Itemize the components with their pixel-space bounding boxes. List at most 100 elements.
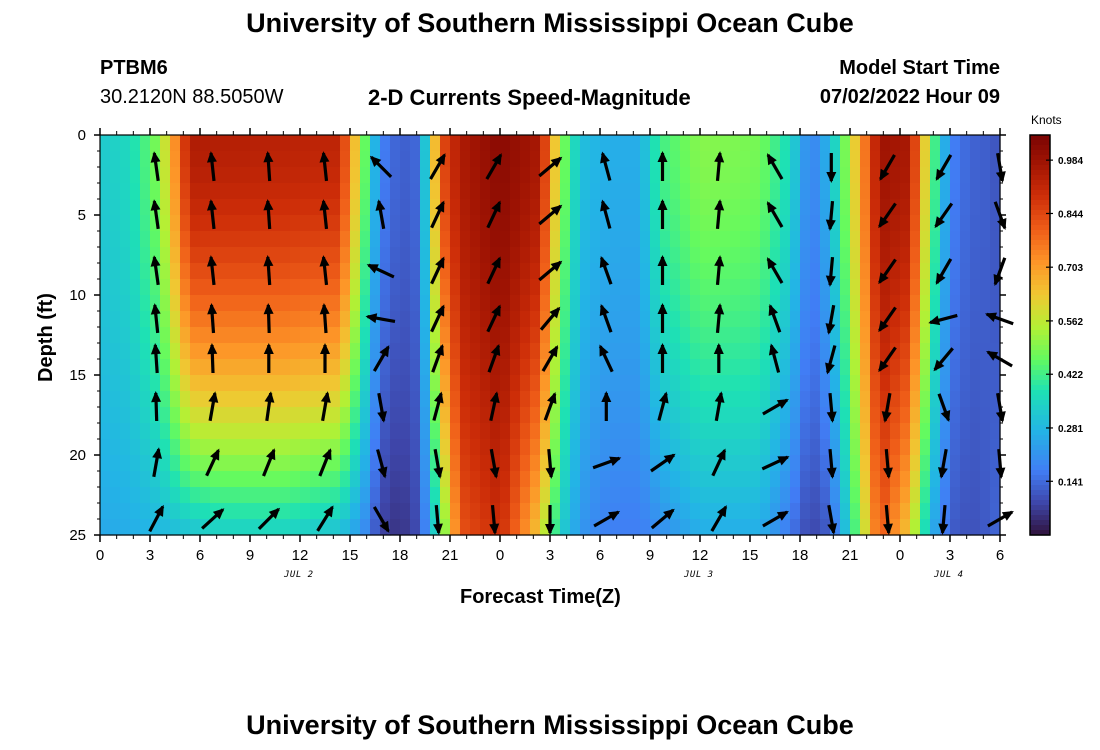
- heatmap-cell: [960, 247, 971, 264]
- heatmap-cell: [850, 295, 861, 312]
- heatmap-cell: [550, 247, 561, 264]
- heatmap-cell: [290, 167, 301, 184]
- heatmap-cell: [200, 503, 211, 520]
- heatmap-cell: [890, 407, 901, 424]
- heatmap-cell: [690, 231, 701, 248]
- colorbar-segment: [1030, 255, 1050, 261]
- heatmap-cell: [820, 359, 831, 376]
- heatmap-cell: [740, 167, 751, 184]
- heatmap-cell: [490, 375, 501, 392]
- heatmap-cell: [270, 375, 281, 392]
- y-axis-label: Depth (ft): [35, 293, 57, 382]
- heatmap-cell: [460, 199, 471, 216]
- heatmap-cell: [190, 247, 201, 264]
- heatmap-cell: [390, 391, 401, 408]
- heatmap-cell: [790, 327, 801, 344]
- heatmap-cell: [890, 359, 901, 376]
- heatmap-cell: [210, 519, 221, 536]
- heatmap-cell: [500, 167, 511, 184]
- heatmap-cell: [670, 199, 681, 216]
- heatmap-cell: [890, 439, 901, 456]
- heatmap-cell: [900, 359, 911, 376]
- heatmap-cell: [360, 439, 371, 456]
- heatmap-cell: [870, 183, 881, 200]
- current-arrow: [878, 306, 897, 333]
- current-arrow: [593, 510, 621, 528]
- heatmap-cell: [970, 519, 981, 536]
- heatmap-cell: [780, 247, 791, 264]
- heatmap-cell: [380, 247, 391, 264]
- heatmap-cell: [690, 391, 701, 408]
- arrow-head: [993, 274, 1003, 286]
- heatmap-cell: [230, 295, 241, 312]
- heatmap-cell: [350, 391, 361, 408]
- heatmap-cell: [470, 263, 481, 280]
- heatmap-cell: [120, 471, 131, 488]
- heatmap-cell: [910, 247, 921, 264]
- heatmap-cell: [550, 231, 561, 248]
- heatmap-cell: [860, 519, 871, 536]
- heatmap-cell: [840, 391, 851, 408]
- heatmap-cell: [640, 487, 651, 504]
- heatmap-cell: [280, 279, 291, 296]
- heatmap-cell: [360, 295, 371, 312]
- heatmap-cell: [860, 327, 871, 344]
- heatmap-cell: [670, 503, 681, 520]
- heatmap-cell: [230, 471, 241, 488]
- colorbar-segment: [1030, 530, 1050, 536]
- heatmap-cell: [800, 503, 811, 520]
- heatmap-cell: [500, 183, 511, 200]
- heatmap-cell: [900, 407, 911, 424]
- heatmap-cell: [650, 327, 661, 344]
- heatmap-cell: [890, 151, 901, 168]
- heatmap-cell: [160, 359, 171, 376]
- heatmap-cell: [280, 295, 291, 312]
- heatmap-cell: [610, 407, 621, 424]
- heatmap-cell: [650, 487, 661, 504]
- heatmap-cell: [360, 407, 371, 424]
- heatmap-cell: [190, 327, 201, 344]
- heatmap-cell: [890, 295, 901, 312]
- heatmap-cell: [800, 359, 811, 376]
- heatmap-cell: [250, 215, 261, 232]
- heatmap-cell: [560, 279, 571, 296]
- heatmap-cell: [800, 391, 811, 408]
- heatmap-cell: [750, 151, 761, 168]
- heatmap-cell: [510, 503, 521, 520]
- heatmap-cell: [470, 279, 481, 296]
- heatmap-cell: [390, 327, 401, 344]
- x-axis-label: Forecast Time(Z): [460, 586, 621, 608]
- heatmap-cell: [600, 471, 611, 488]
- heatmap-cell: [240, 279, 251, 296]
- arrow-head: [207, 151, 217, 163]
- heatmap-cell: [310, 455, 321, 472]
- current-arrow: [826, 153, 837, 183]
- heatmap-cell: [370, 295, 381, 312]
- heatmap-cell: [750, 311, 761, 328]
- heatmap-cell: [450, 471, 461, 488]
- heatmap-cell: [740, 391, 751, 408]
- heatmap-cell: [650, 375, 661, 392]
- heatmap-cell: [350, 471, 361, 488]
- heatmap-cell: [820, 407, 831, 424]
- heatmap-cell: [830, 439, 841, 456]
- heatmap-cell: [210, 231, 221, 248]
- heatmap-cell: [220, 151, 231, 168]
- heatmap-cell: [390, 519, 401, 536]
- heatmap-cell: [820, 327, 831, 344]
- heatmap-cell: [530, 423, 541, 440]
- heatmap-cell: [870, 407, 881, 424]
- heatmap-cell: [720, 327, 731, 344]
- heatmap-cell: [610, 423, 621, 440]
- heatmap-cell: [230, 423, 241, 440]
- arrow-head: [264, 391, 275, 403]
- heatmap-cell: [170, 199, 181, 216]
- heatmap-cell: [860, 455, 871, 472]
- heatmap-cell: [790, 151, 801, 168]
- heatmap-cell: [140, 327, 151, 344]
- heatmap-cell: [900, 471, 911, 488]
- heatmap-cell: [670, 519, 681, 536]
- heatmap-cell: [490, 215, 501, 232]
- heatmap-cell: [130, 407, 141, 424]
- heatmap-cell: [970, 215, 981, 232]
